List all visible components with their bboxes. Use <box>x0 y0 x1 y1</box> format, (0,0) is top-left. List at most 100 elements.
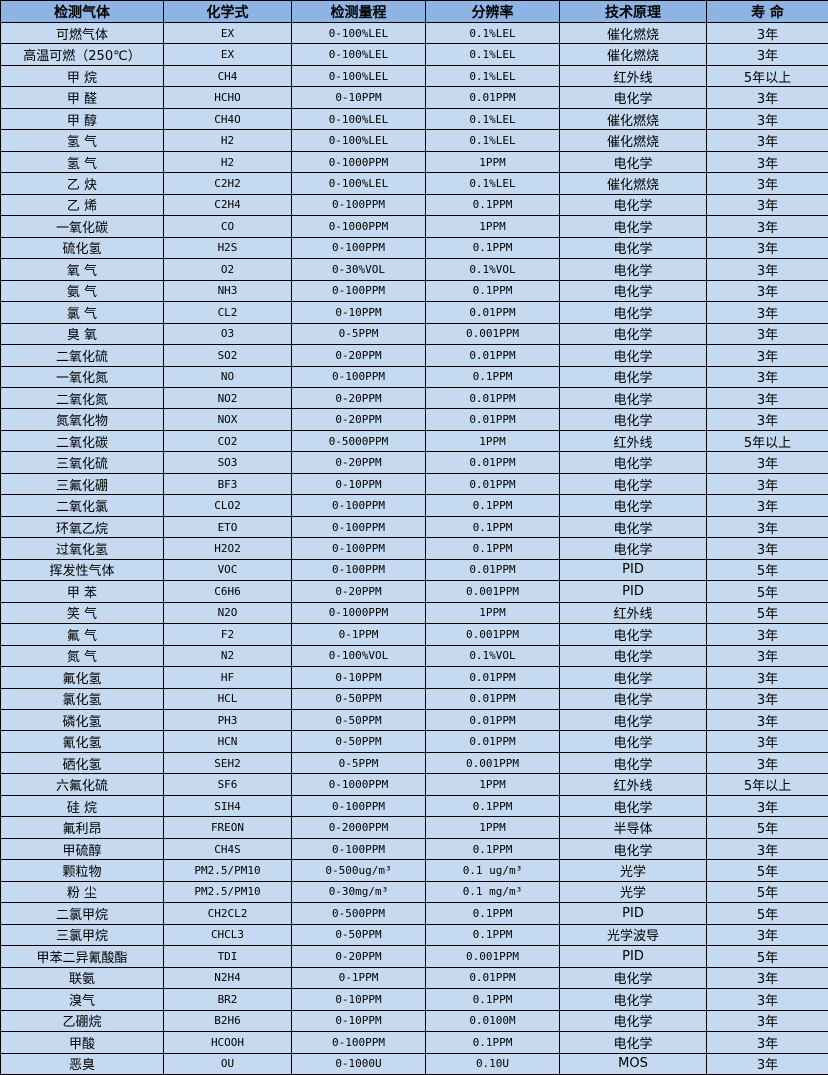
cell-resolution: 0.001PPM <box>426 581 560 602</box>
cell-formula: N2O <box>164 602 292 623</box>
cell-principle: 电化学 <box>560 151 707 172</box>
cell-principle: 电化学 <box>560 87 707 108</box>
cell-gas: 磷化氢 <box>1 710 164 731</box>
cell-range: 0-10PPM <box>292 989 426 1010</box>
cell-formula: N2H4 <box>164 967 292 988</box>
cell-gas: 氢 气 <box>1 151 164 172</box>
cell-gas: 二氧化碳 <box>1 430 164 451</box>
cell-range: 0-20PPM <box>292 946 426 967</box>
cell-formula: H2 <box>164 151 292 172</box>
cell-range: 0-100PPM <box>292 516 426 537</box>
cell-principle: 电化学 <box>560 387 707 408</box>
cell-range: 0-20PPM <box>292 387 426 408</box>
cell-principle: 半导体 <box>560 817 707 838</box>
cell-lifespan: 5年以上 <box>707 65 828 86</box>
cell-formula: CH4 <box>164 65 292 86</box>
cell-principle: 电化学 <box>560 452 707 473</box>
cell-resolution: 0.001PPM <box>426 323 560 344</box>
cell-principle: 电化学 <box>560 1010 707 1031</box>
cell-range: 0-10PPM <box>292 1010 426 1031</box>
cell-resolution: 1PPM <box>426 602 560 623</box>
cell-gas: 氮 气 <box>1 645 164 666</box>
cell-principle: 电化学 <box>560 731 707 752</box>
cell-resolution: 0.1PPM <box>426 924 560 945</box>
cell-formula: N2 <box>164 645 292 666</box>
cell-lifespan: 3年 <box>707 624 828 645</box>
cell-range: 0-1000PPM <box>292 602 426 623</box>
cell-resolution: 0.1PPM <box>426 903 560 924</box>
cell-range: 0-10PPM <box>292 302 426 323</box>
cell-lifespan: 3年 <box>707 280 828 301</box>
cell-gas: 高温可燃（250℃） <box>1 44 164 65</box>
cell-formula: SO2 <box>164 345 292 366</box>
cell-gas: 硒化氢 <box>1 752 164 773</box>
cell-range: 0-100PPM <box>292 1032 426 1053</box>
cell-range: 0-100PPM <box>292 495 426 516</box>
cell-formula: O2 <box>164 259 292 280</box>
cell-range: 0-50PPM <box>292 710 426 731</box>
cell-principle: 光学波导 <box>560 924 707 945</box>
cell-formula: CHCL3 <box>164 924 292 945</box>
cell-resolution: 1PPM <box>426 817 560 838</box>
header-lifespan: 寿 命 <box>707 1 828 23</box>
cell-range: 0-20PPM <box>292 581 426 602</box>
cell-lifespan: 5年 <box>707 602 828 623</box>
cell-formula: C2H2 <box>164 173 292 194</box>
cell-lifespan: 3年 <box>707 216 828 237</box>
cell-resolution: 0.1PPM <box>426 838 560 859</box>
cell-principle: 电化学 <box>560 259 707 280</box>
cell-lifespan: 3年 <box>707 1053 828 1074</box>
cell-lifespan: 3年 <box>707 259 828 280</box>
cell-gas: 溴气 <box>1 989 164 1010</box>
cell-range: 0-20PPM <box>292 345 426 366</box>
cell-gas: 氰化氢 <box>1 731 164 752</box>
cell-resolution: 0.1PPM <box>426 237 560 258</box>
cell-principle: 电化学 <box>560 473 707 494</box>
cell-gas: 甲硫醇 <box>1 838 164 859</box>
cell-formula: F2 <box>164 624 292 645</box>
cell-lifespan: 3年 <box>707 924 828 945</box>
cell-gas: 粉 尘 <box>1 881 164 902</box>
cell-principle: 电化学 <box>560 1032 707 1053</box>
cell-formula: C2H4 <box>164 194 292 215</box>
cell-formula: HCN <box>164 731 292 752</box>
cell-formula: FREON <box>164 817 292 838</box>
cell-principle: 电化学 <box>560 302 707 323</box>
cell-principle: 电化学 <box>560 795 707 816</box>
cell-lifespan: 3年 <box>707 752 828 773</box>
cell-gas: 臭 氧 <box>1 323 164 344</box>
cell-range: 0-100%LEL <box>292 130 426 151</box>
cell-gas: 二氯甲烷 <box>1 903 164 924</box>
cell-resolution: 0.01PPM <box>426 452 560 473</box>
cell-formula: H2S <box>164 237 292 258</box>
cell-principle: 电化学 <box>560 710 707 731</box>
cell-formula: C6H6 <box>164 581 292 602</box>
cell-lifespan: 3年 <box>707 302 828 323</box>
cell-gas: 甲 苯 <box>1 581 164 602</box>
header-range: 检测量程 <box>292 1 426 23</box>
cell-principle: 电化学 <box>560 989 707 1010</box>
cell-formula: BF3 <box>164 473 292 494</box>
cell-principle: 电化学 <box>560 667 707 688</box>
cell-gas: 氯 气 <box>1 302 164 323</box>
cell-principle: 电化学 <box>560 688 707 709</box>
cell-gas: 氟 气 <box>1 624 164 645</box>
cell-lifespan: 3年 <box>707 989 828 1010</box>
cell-principle: 催化燃烧 <box>560 173 707 194</box>
cell-resolution: 0.001PPM <box>426 946 560 967</box>
cell-lifespan: 3年 <box>707 151 828 172</box>
cell-lifespan: 3年 <box>707 323 828 344</box>
cell-formula: HCOOH <box>164 1032 292 1053</box>
cell-lifespan: 3年 <box>707 1032 828 1053</box>
cell-range: 0-1PPM <box>292 967 426 988</box>
